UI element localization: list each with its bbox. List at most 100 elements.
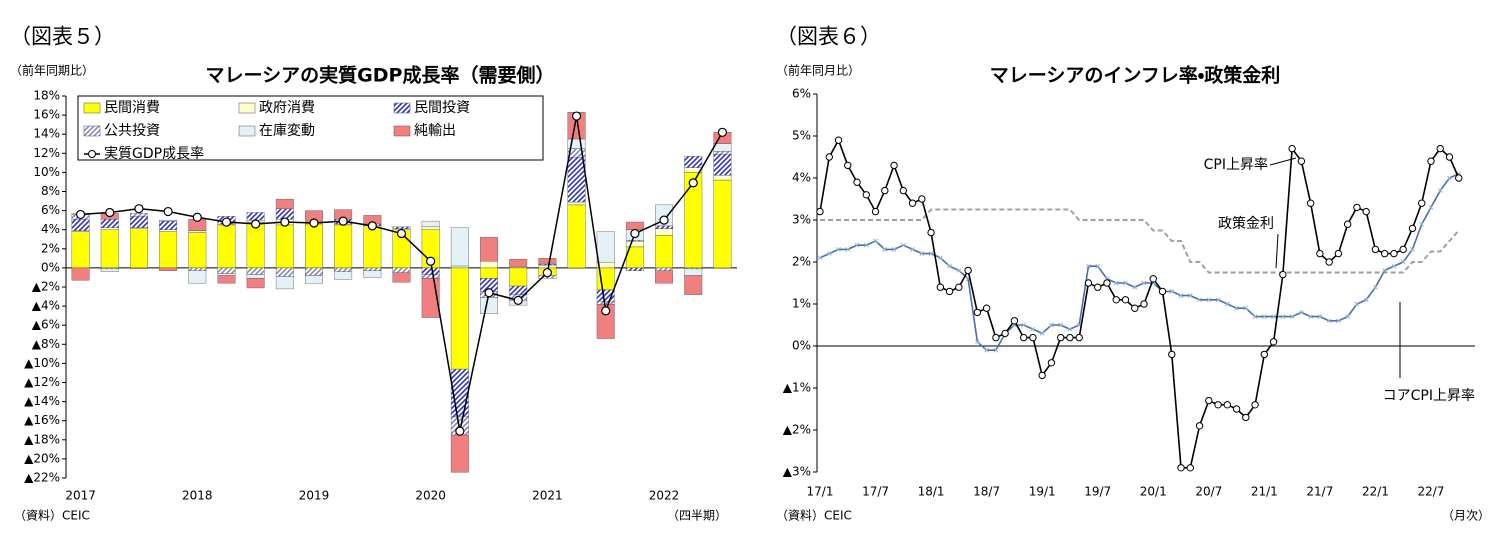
bar-segment — [655, 225, 674, 229]
core-cpi-point — [1363, 297, 1369, 303]
figure-caption: （図表５） — [10, 25, 115, 49]
cpi-point — [1380, 249, 1389, 258]
cpi-point — [1205, 396, 1213, 405]
x-tick-label: 2022 — [649, 489, 680, 503]
y-tick-label: 6% — [792, 87, 811, 101]
y-unit-label: （前年同期比） — [10, 63, 94, 78]
core-cpi-point — [1289, 314, 1295, 319]
x-tick-label: 19/7 — [1084, 485, 1111, 499]
legend-swatch — [393, 102, 411, 114]
bar-segment — [538, 264, 557, 269]
core-cpi-point — [1261, 314, 1267, 319]
y-tick-label: 18% — [33, 89, 60, 103]
cpi-point — [1371, 245, 1380, 254]
core-cpi-point — [1224, 301, 1230, 307]
bar-segment — [713, 151, 732, 155]
bar-segment — [363, 225, 382, 269]
cpi-point — [881, 186, 889, 195]
series-line — [820, 208, 1460, 274]
cpi-point — [1001, 329, 1009, 338]
bar-segment — [655, 270, 674, 284]
gdp-point — [426, 256, 436, 266]
y-tick-label: 4% — [792, 171, 811, 185]
core-cpi-point — [1234, 305, 1239, 311]
cpi-point — [1019, 333, 1028, 342]
y-tick-label: ▲14% — [24, 394, 60, 408]
y-tick-label: 16% — [33, 108, 60, 122]
bar-segment — [334, 267, 353, 272]
gdp-point — [309, 218, 319, 228]
bar-segment — [217, 275, 236, 284]
cpi-point — [1297, 157, 1306, 165]
bar-segment — [334, 271, 353, 280]
gdp-point — [192, 212, 202, 222]
core-cpi-point — [1169, 289, 1175, 294]
bar-segment — [450, 227, 469, 267]
cpi-point — [1436, 144, 1444, 153]
series-line — [819, 138, 1460, 469]
cpi-point — [853, 178, 861, 186]
cpi-point — [945, 287, 954, 296]
bar-segment — [421, 226, 440, 230]
gdp-point — [571, 111, 582, 121]
cpi-point — [1399, 245, 1407, 254]
gdp-point — [251, 219, 261, 229]
bar-segment — [713, 154, 732, 176]
core-cpi-point — [1391, 263, 1397, 269]
core-cpi-point — [928, 251, 934, 256]
x-tick-label: 21/1 — [1251, 485, 1278, 499]
bar-segment — [567, 204, 586, 269]
cpi-point — [871, 207, 880, 216]
cpi-point — [890, 161, 898, 170]
x-unit-label: （月次） — [1442, 509, 1490, 523]
bar-segment — [129, 267, 148, 270]
bar-segment — [129, 213, 148, 217]
cpi-point — [1214, 401, 1222, 409]
bar-segment — [655, 228, 674, 236]
bar-segment — [246, 212, 265, 221]
y-tick-label: 0% — [792, 339, 811, 353]
bar-segment — [305, 267, 323, 276]
bar-segment — [655, 235, 674, 269]
core-cpi-point — [1058, 322, 1064, 328]
x-tick-label: 18/1 — [918, 485, 945, 499]
core-cpi-point — [1178, 293, 1184, 298]
bar-segment — [246, 278, 265, 289]
bar-segment — [129, 228, 148, 269]
cpi-point — [1186, 464, 1194, 472]
cpi-point — [1455, 174, 1463, 182]
y-tick-label: ▲3% — [783, 465, 811, 479]
bar-segment — [480, 267, 498, 279]
core-cpi-point — [1410, 247, 1415, 252]
cpi-point — [1168, 350, 1176, 359]
core-cpi-point — [919, 251, 925, 256]
y-tick-label: 5% — [792, 129, 811, 143]
core-cpi-point — [1243, 305, 1249, 311]
bar-segment — [450, 267, 469, 370]
gdp-point — [75, 209, 86, 220]
cpi-point — [1056, 333, 1065, 342]
bar-segment — [71, 218, 90, 231]
bar-segment — [596, 303, 615, 339]
bar-segment — [596, 301, 615, 305]
cpi-point — [1418, 199, 1426, 207]
cpi-point — [908, 199, 917, 207]
core-cpi-point — [882, 247, 888, 252]
core-cpi-point — [1437, 188, 1443, 193]
cpi-point — [1158, 287, 1167, 296]
x-tick-label: 21/7 — [1306, 485, 1333, 499]
cpi-point — [1094, 283, 1102, 291]
legend-swatch — [83, 102, 101, 114]
bar-segment — [363, 267, 382, 271]
bar-segment — [159, 220, 178, 230]
y-tick-label: ▲22% — [24, 471, 60, 485]
bar-segment — [100, 218, 119, 228]
gdp-point — [630, 228, 640, 239]
bar-segment — [450, 265, 469, 269]
bar-segment — [625, 267, 644, 271]
cpi-point — [1131, 304, 1139, 312]
gdp-point — [601, 306, 611, 316]
core-cpi-point — [1039, 331, 1045, 336]
bar-segment — [480, 261, 498, 269]
